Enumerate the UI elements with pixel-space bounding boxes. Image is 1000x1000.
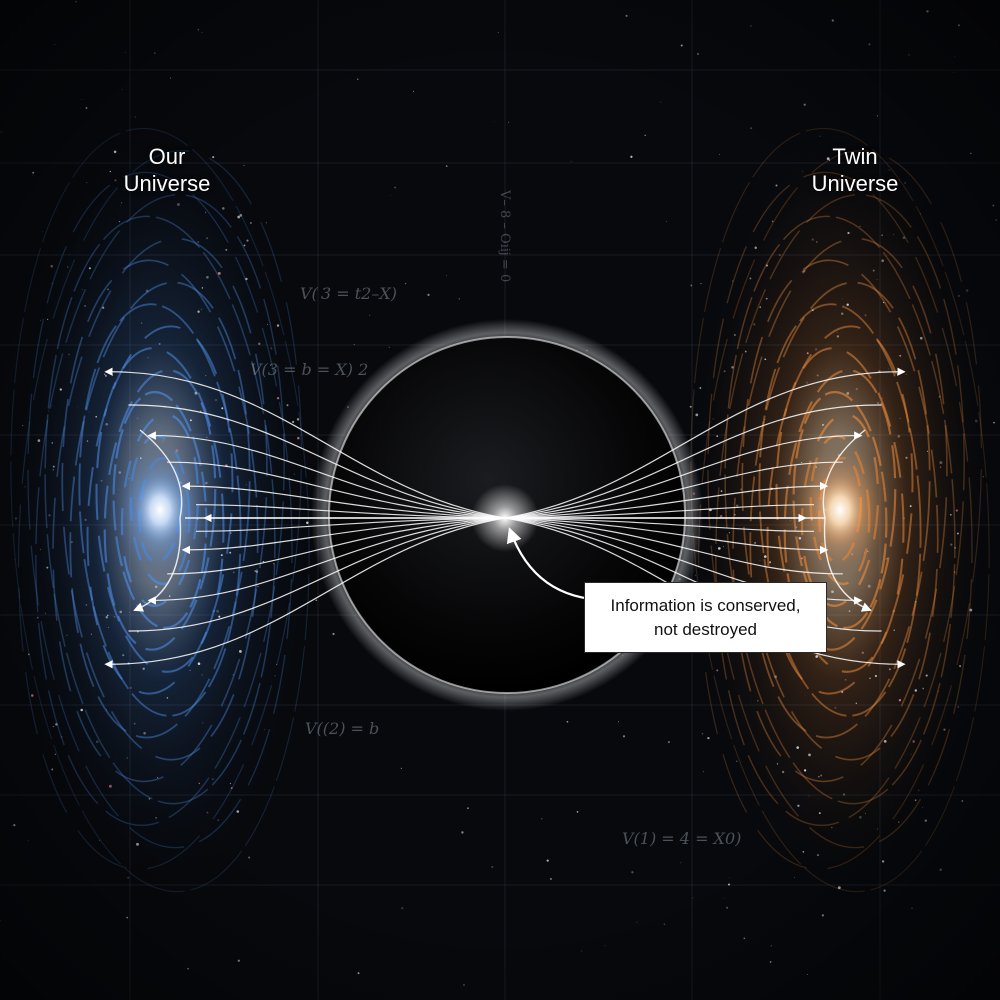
twin-universe-label-line1: Twin [832, 144, 878, 169]
callout-line-2: not destroyed [653, 619, 757, 639]
our-universe-label: Our Universe [67, 143, 267, 197]
twin-universe-label: Twin Universe [755, 143, 955, 197]
twin-universe-label-line2: Universe [811, 171, 899, 196]
equation-3: V((2) = b [305, 719, 380, 738]
information-callout-box: Information is conserved, not destroyed [584, 582, 827, 653]
callout-line-1: Information is conserved, [610, 595, 801, 615]
our-universe-label-line1: Our [148, 144, 186, 169]
equation-4: V(1) = 4 = X0) [622, 829, 742, 848]
equation-2: V(3 = b = X) 2 [250, 360, 369, 379]
our-universe-label-line2: Universe [123, 171, 211, 196]
equation-1: V( 3 = t2–X) [300, 284, 397, 303]
vertical-equation: V– 8 – Oıĳ = 0 [484, 190, 524, 330]
vertical-equation-text: V– 8 – Oıĳ = 0 [497, 190, 512, 283]
